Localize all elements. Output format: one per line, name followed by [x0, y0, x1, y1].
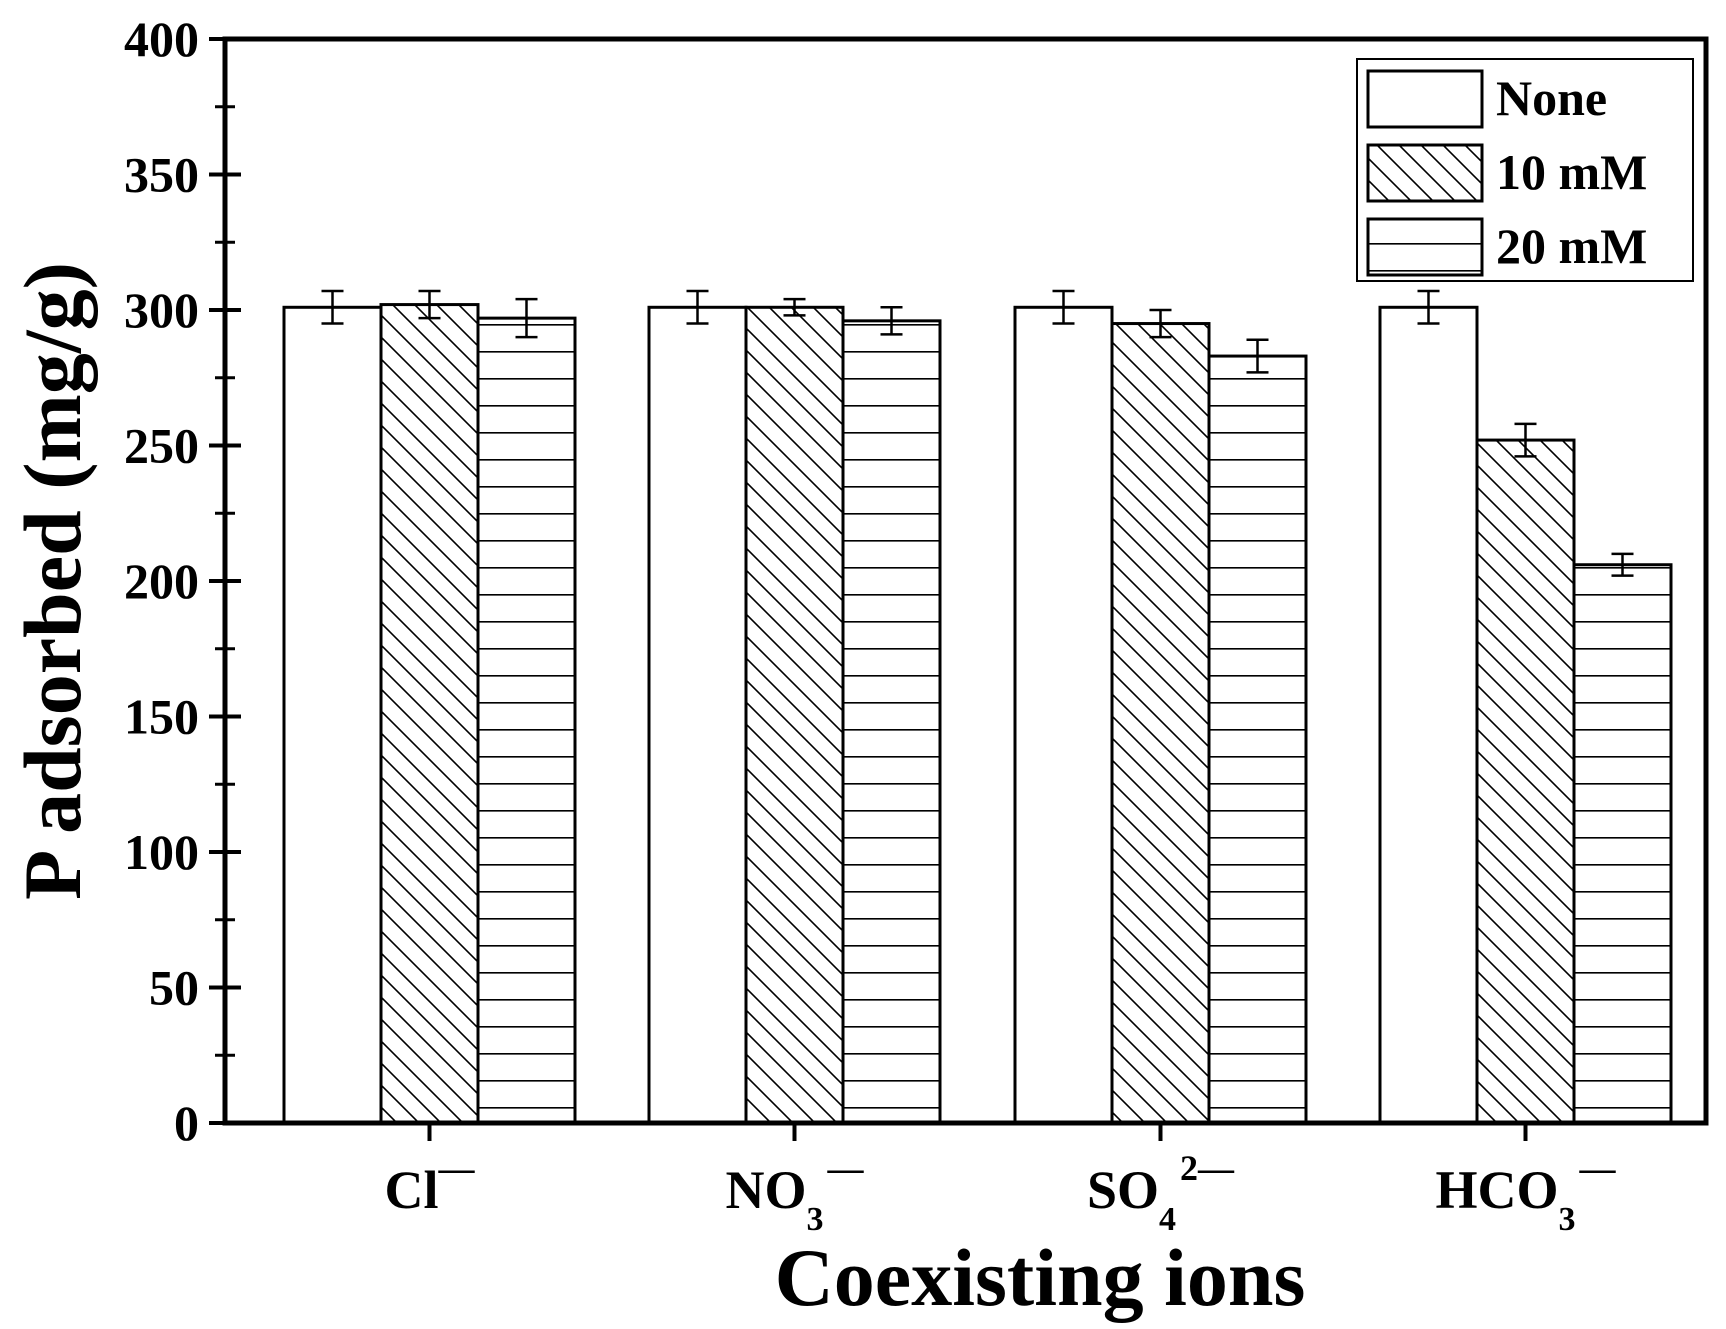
y-tick-label-8: 400: [124, 11, 199, 67]
x-tick-label-text-2: SO42—: [1087, 1148, 1235, 1238]
y-tick-label-1: 50: [149, 960, 199, 1016]
x-axis-title: Coexisting ions: [775, 1232, 1306, 1323]
x-tick-label-1: NO3—: [726, 1148, 865, 1238]
legend-label-diagonal: 10 mM: [1496, 144, 1647, 200]
y-tick-label-2: 100: [124, 824, 199, 880]
y-tick-label-0: 0: [174, 1095, 199, 1151]
y-tick-label-6: 300: [124, 282, 199, 338]
legend: None 10 mM 20 mM: [1356, 58, 1694, 282]
bar-diagonal-0: [379, 303, 480, 1125]
y-tick-label-3: 150: [124, 689, 199, 745]
x-tick-label-2: SO42—: [1087, 1148, 1235, 1238]
x-tick-label-text-3: HCO3—: [1435, 1148, 1616, 1238]
bar-horizontal-0: [476, 316, 577, 1125]
legend-swatch-horizontal: [1366, 217, 1484, 277]
y-axis-title: P adsorbed (mg/g): [7, 262, 98, 900]
bar-none-3: [1378, 305, 1479, 1125]
bar-none-1: [647, 305, 748, 1125]
legend-swatch-none: [1366, 69, 1484, 129]
y-tick-label-4: 200: [124, 553, 199, 609]
bar-none-0: [282, 305, 383, 1125]
bar-none-2: [1013, 305, 1114, 1125]
x-tick-label-0: Cl—: [385, 1148, 476, 1220]
x-tick-label-text-0: Cl—: [385, 1148, 476, 1220]
bar-diagonal-1: [744, 305, 845, 1125]
legend-swatch-diagonal: [1366, 143, 1484, 203]
x-tick-label-text-1: NO3—: [726, 1148, 865, 1238]
bar-horizontal-1: [841, 319, 942, 1125]
x-tick-label-3: HCO3—: [1435, 1148, 1616, 1238]
legend-label-none: None: [1496, 70, 1607, 126]
bar-horizontal-2: [1207, 354, 1308, 1125]
y-tick-label-7: 350: [124, 147, 199, 203]
legend-label-horizontal: 20 mM: [1496, 218, 1647, 274]
y-tick-label-5: 250: [124, 418, 199, 474]
bar-horizontal-3: [1572, 563, 1673, 1125]
bar-diagonal-2: [1110, 322, 1211, 1125]
bar-diagonal-3: [1475, 438, 1576, 1125]
